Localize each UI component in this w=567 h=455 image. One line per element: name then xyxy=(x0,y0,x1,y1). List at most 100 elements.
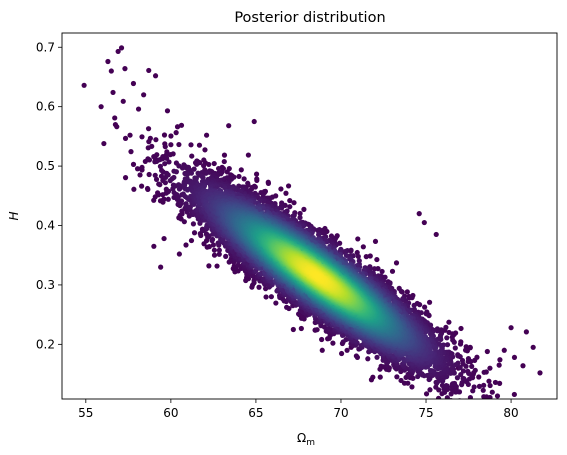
scatter-point xyxy=(214,263,220,269)
scatter-point xyxy=(115,48,121,55)
scatter-point xyxy=(423,311,429,317)
scatter-point xyxy=(157,163,164,169)
scatter-point xyxy=(360,244,366,250)
scatter-point xyxy=(238,167,244,173)
scatter-point xyxy=(406,295,413,301)
scatter-point xyxy=(421,219,427,226)
scatter-point xyxy=(178,198,185,204)
scatter-point xyxy=(258,189,264,196)
scatter-point xyxy=(494,393,501,399)
scatter-point xyxy=(476,374,482,380)
scatter-point xyxy=(427,387,433,393)
scatter-point xyxy=(344,347,350,353)
scatter-point xyxy=(196,142,203,148)
scatter-point xyxy=(160,155,166,162)
scatter-point xyxy=(200,174,206,181)
scatter-point xyxy=(460,361,466,367)
scatter-point xyxy=(372,238,379,245)
scatter-point xyxy=(221,158,227,165)
scatter-point xyxy=(176,251,182,257)
scatter-point xyxy=(167,152,173,158)
scatter-point xyxy=(145,126,152,132)
scatter-point xyxy=(319,336,325,343)
scatter-point xyxy=(105,58,111,65)
scatter-point xyxy=(416,211,422,217)
scatter-point xyxy=(301,206,307,212)
scatter-point xyxy=(460,368,466,374)
scatter-point xyxy=(153,137,159,143)
scatter-point xyxy=(256,284,262,290)
scatter-point xyxy=(290,326,296,333)
scatter-point xyxy=(405,380,411,386)
scatter-point xyxy=(254,177,260,184)
scatter-point xyxy=(190,221,197,227)
scatter-point xyxy=(458,325,464,332)
scatter-point xyxy=(355,236,361,242)
scatter-point xyxy=(112,115,118,121)
scatter-point xyxy=(398,377,404,384)
scatter-point xyxy=(394,374,400,380)
scatter-point xyxy=(145,145,151,151)
scatter-point xyxy=(235,262,241,268)
scatter-point xyxy=(81,82,87,88)
scatter-point xyxy=(354,249,360,256)
scatter-point xyxy=(398,288,404,294)
scatter-point xyxy=(537,370,543,376)
scatter-point xyxy=(253,171,260,177)
scatter-point xyxy=(457,341,464,347)
scatter-point xyxy=(511,391,517,398)
scatter-point xyxy=(188,142,194,148)
scatter-point xyxy=(379,268,385,275)
scatter-point xyxy=(128,149,134,155)
scatter-point xyxy=(444,395,450,399)
scatter-point xyxy=(298,325,304,332)
scatter-point xyxy=(496,362,502,368)
scatter-point xyxy=(438,370,445,376)
scatter-point xyxy=(191,166,197,172)
scatter-point xyxy=(201,163,207,169)
scatter-point xyxy=(446,361,452,367)
scatter-point xyxy=(101,140,107,147)
scatter-point xyxy=(389,268,396,274)
scatter-point xyxy=(314,327,320,333)
scatter-point xyxy=(454,375,461,381)
scatter-point xyxy=(211,252,218,258)
scatter-point xyxy=(268,294,274,300)
scatter-point xyxy=(189,153,195,159)
scatter-point xyxy=(241,176,247,182)
scatter-point xyxy=(481,369,487,375)
scatter-point xyxy=(146,157,153,163)
scatter-point xyxy=(161,196,167,202)
scatter-point xyxy=(511,354,518,361)
scatter-point xyxy=(265,180,272,186)
scatter-point xyxy=(216,247,222,253)
scatter-point xyxy=(146,67,152,74)
scatter-point xyxy=(139,134,145,140)
scatter-point xyxy=(426,299,433,305)
scatter-point xyxy=(120,98,126,104)
scatter-point xyxy=(455,353,461,359)
scatter-point xyxy=(355,253,361,260)
scatter-point xyxy=(223,253,229,259)
scatter-point xyxy=(158,173,165,179)
scatter-point xyxy=(278,186,284,192)
scatter-point xyxy=(108,68,114,74)
scatter-point xyxy=(139,164,145,171)
scatter-point xyxy=(157,182,163,188)
scatter-point xyxy=(137,172,143,178)
scatter-point xyxy=(492,379,499,386)
scatter-point xyxy=(146,171,152,178)
scatter-point xyxy=(173,130,179,136)
scatter-point xyxy=(409,384,415,390)
scatter-point xyxy=(131,186,137,192)
scatter-point xyxy=(183,242,189,248)
scatter-point xyxy=(98,104,104,110)
scatter-point xyxy=(130,80,137,87)
scatter-point xyxy=(206,263,212,269)
scatter-point xyxy=(226,123,232,129)
scatter-point xyxy=(139,183,145,189)
scatter-point xyxy=(365,356,371,362)
scatter-point xyxy=(162,161,168,167)
scatter-point xyxy=(501,347,507,353)
scatter-point xyxy=(530,344,536,350)
